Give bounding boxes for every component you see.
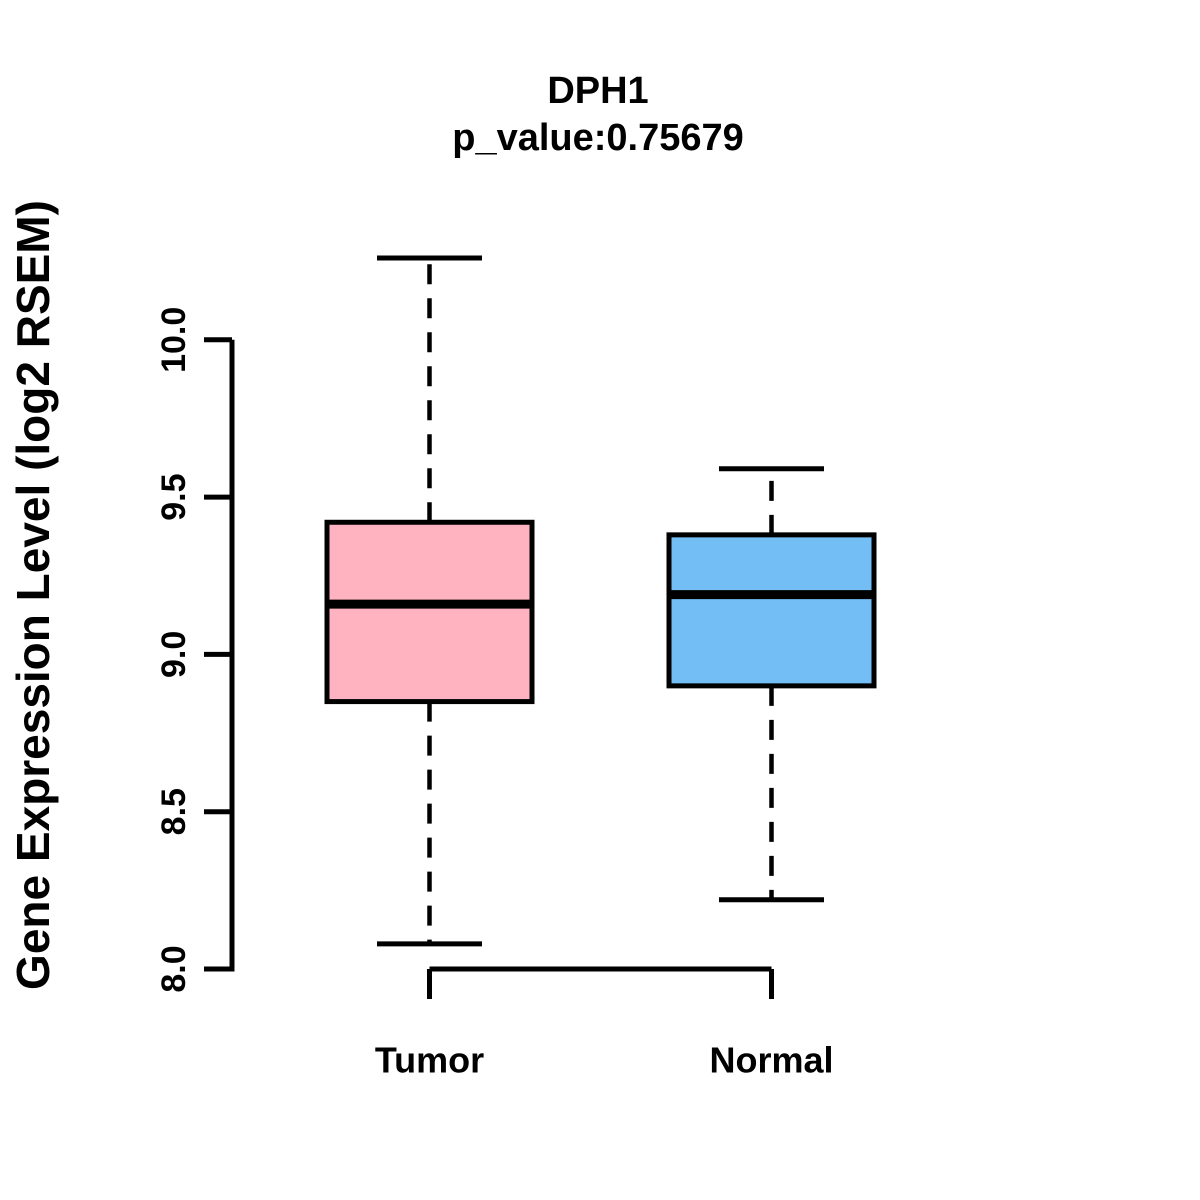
x-axis-label-tumor: Tumor [375,1040,484,1081]
chart-subtitle-pvalue: p_value:0.75679 [452,117,744,159]
normal-iqr-box [666,532,877,689]
y-tick-label: 9.5 [155,473,193,520]
y-axis-label: Gene Expression Level (log2 RSEM) [7,200,59,990]
y-tick-label: 9.0 [155,631,193,678]
axes-layer: 8.0 8.5 9.0 9.5 10.0 Tumor Normal [155,307,834,1081]
x-axis-label-normal: Normal [709,1040,833,1081]
tumor-iqr-box [324,519,535,705]
y-tick-label: 8.0 [155,945,193,992]
box-layer [324,255,877,947]
y-tick-label: 10.0 [155,307,193,373]
chart-title: DPH1 [547,70,648,112]
y-tick-label: 8.5 [155,788,193,835]
